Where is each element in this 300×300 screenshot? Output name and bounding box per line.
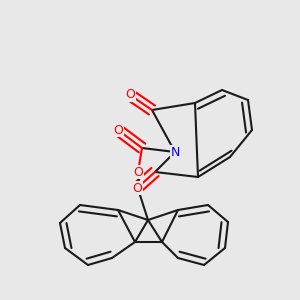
Text: O: O xyxy=(125,88,135,101)
Text: N: N xyxy=(170,146,180,158)
Text: O: O xyxy=(132,182,142,194)
Text: O: O xyxy=(133,166,143,178)
Text: O: O xyxy=(113,124,123,136)
